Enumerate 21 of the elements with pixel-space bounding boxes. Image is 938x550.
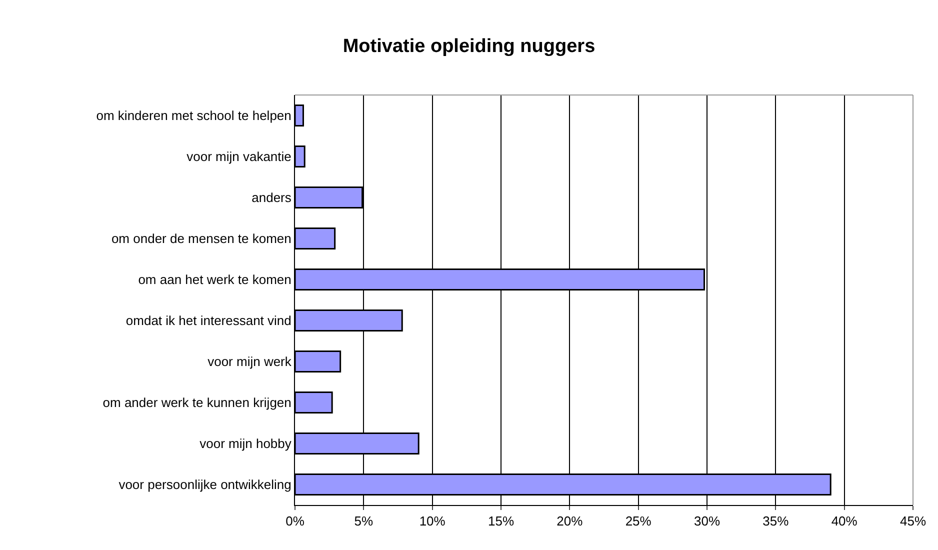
x-tick-label: 25% <box>625 514 652 529</box>
x-tick-label: 40% <box>831 514 858 529</box>
x-tick-label: 35% <box>762 514 790 529</box>
x-tick-label: 0% <box>286 514 305 529</box>
x-tick-label: 10% <box>419 514 446 529</box>
y-tick-label: voor mijn hobby <box>200 436 292 452</box>
x-tick-label: 20% <box>556 514 584 529</box>
y-tick-label: anders <box>252 190 292 206</box>
y-tick-label: om onder de mensen te komen <box>111 231 292 246</box>
y-tick-label: om ander werk te kunnen krijgen <box>102 395 292 410</box>
chart-title: Motivatie opleiding nuggers <box>342 36 596 57</box>
x-tick-label: 15% <box>488 514 514 529</box>
y-tick-label: om kinderen met school te helpen <box>96 108 292 124</box>
x-tick-label: 45% <box>900 514 926 529</box>
y-tick-label: voor persoonlijke ontwikkeling <box>118 477 292 492</box>
x-tick-label: 5% <box>354 514 374 529</box>
y-tick-label: omdat ik het interessant vind <box>126 313 292 328</box>
y-tick-label: voor mijn werk <box>208 354 292 370</box>
y-tick-label: om aan het werk te komen <box>138 272 292 288</box>
x-tick-label: 30% <box>694 514 720 529</box>
y-tick-label: voor mijn vakantie <box>186 149 292 164</box>
